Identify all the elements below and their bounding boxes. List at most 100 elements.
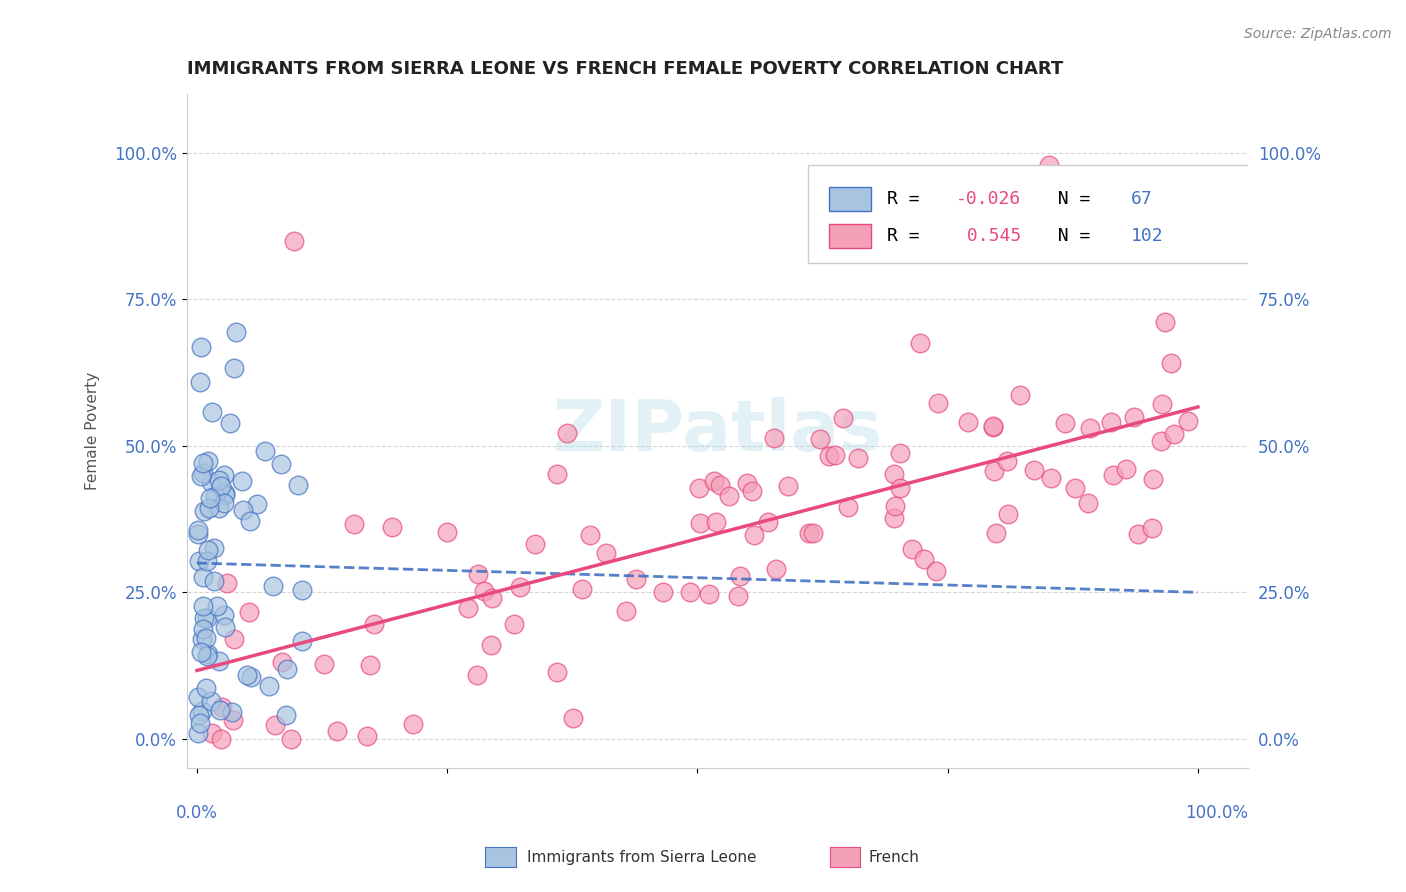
Text: N =: N = (1036, 190, 1101, 208)
Point (995, 454, 1018, 468)
Point (239, 670, 262, 684)
Point (291, 634, 314, 648)
Point (214, 496, 236, 510)
Y-axis label: Female Poverty: Female Poverty (86, 372, 100, 491)
Point (1160, 356, 1182, 370)
Point (197, 647, 219, 661)
Point (270, 457, 292, 471)
Point (561, 711, 583, 725)
Point (595, 545, 617, 559)
Point (208, 654, 231, 668)
Point (191, 704, 214, 718)
Point (191, 456, 214, 470)
Point (187, 726, 209, 740)
Point (359, 658, 381, 673)
Point (187, 707, 209, 722)
Point (291, 583, 314, 598)
Point (283, 234, 305, 248)
Point (191, 467, 214, 481)
Text: R =: R = (887, 227, 931, 245)
Text: 102: 102 (1132, 227, 1164, 245)
Point (314, 657, 336, 672)
Point (1123, 410, 1146, 425)
Point (195, 681, 218, 695)
Point (191, 623, 214, 637)
Point (1150, 397, 1173, 411)
Point (238, 605, 260, 619)
Point (546, 467, 568, 481)
Point (381, 520, 404, 534)
Point (689, 516, 711, 530)
Point (280, 731, 302, 746)
Point (688, 481, 710, 495)
Point (1153, 315, 1175, 329)
Point (956, 415, 979, 429)
Point (1038, 158, 1060, 172)
Point (626, 572, 648, 586)
Point (727, 589, 749, 603)
Point (207, 474, 229, 488)
Point (984, 525, 1007, 540)
Point (214, 468, 236, 483)
Point (194, 631, 217, 645)
Point (191, 570, 214, 584)
Point (246, 497, 269, 511)
Point (703, 474, 725, 488)
Point (927, 396, 949, 410)
Point (436, 525, 458, 540)
Point (912, 552, 935, 566)
Text: R =: R = (887, 190, 931, 208)
Point (901, 542, 924, 557)
Point (356, 729, 378, 743)
Point (697, 587, 720, 601)
Point (195, 648, 218, 663)
Point (188, 715, 211, 730)
Point (983, 464, 1005, 478)
Point (997, 507, 1019, 521)
Point (679, 584, 702, 599)
Point (1149, 434, 1171, 449)
Point (1022, 463, 1045, 477)
Point (467, 566, 489, 581)
Point (193, 599, 215, 613)
Point (1163, 427, 1185, 442)
Point (214, 486, 236, 500)
Text: 100.0%: 100.0% (1185, 805, 1249, 822)
Point (212, 607, 235, 622)
Point (195, 554, 218, 568)
FancyBboxPatch shape (830, 187, 872, 211)
Point (981, 419, 1004, 434)
Point (832, 411, 855, 425)
Point (652, 585, 675, 599)
Text: ZIPatlas: ZIPatlas (553, 397, 883, 466)
Point (198, 491, 221, 506)
Point (763, 431, 786, 445)
Text: IMMIGRANTS FROM SIERRA LEONE VS FRENCH FEMALE POVERTY CORRELATION CHART: IMMIGRANTS FROM SIERRA LEONE VS FRENCH F… (187, 60, 1063, 78)
Point (1039, 471, 1062, 485)
Point (1128, 527, 1150, 541)
Point (264, 717, 287, 731)
Point (218, 416, 240, 430)
Text: Immigrants from Sierra Leone: Immigrants from Sierra Leone (527, 850, 756, 864)
Point (224, 632, 246, 646)
Point (801, 526, 824, 541)
Point (765, 562, 787, 576)
Point (614, 604, 637, 618)
Point (209, 479, 232, 493)
Point (472, 583, 495, 598)
Point (889, 446, 911, 460)
Point (883, 467, 905, 481)
Point (222, 714, 245, 728)
Point (193, 504, 215, 518)
Point (200, 475, 222, 489)
Point (709, 478, 731, 492)
Point (187, 527, 209, 541)
FancyBboxPatch shape (807, 165, 1253, 263)
Point (271, 655, 294, 669)
Point (1077, 496, 1099, 510)
Point (546, 665, 568, 680)
Point (742, 528, 765, 542)
Point (200, 694, 222, 708)
Point (188, 376, 211, 390)
Point (756, 515, 779, 529)
